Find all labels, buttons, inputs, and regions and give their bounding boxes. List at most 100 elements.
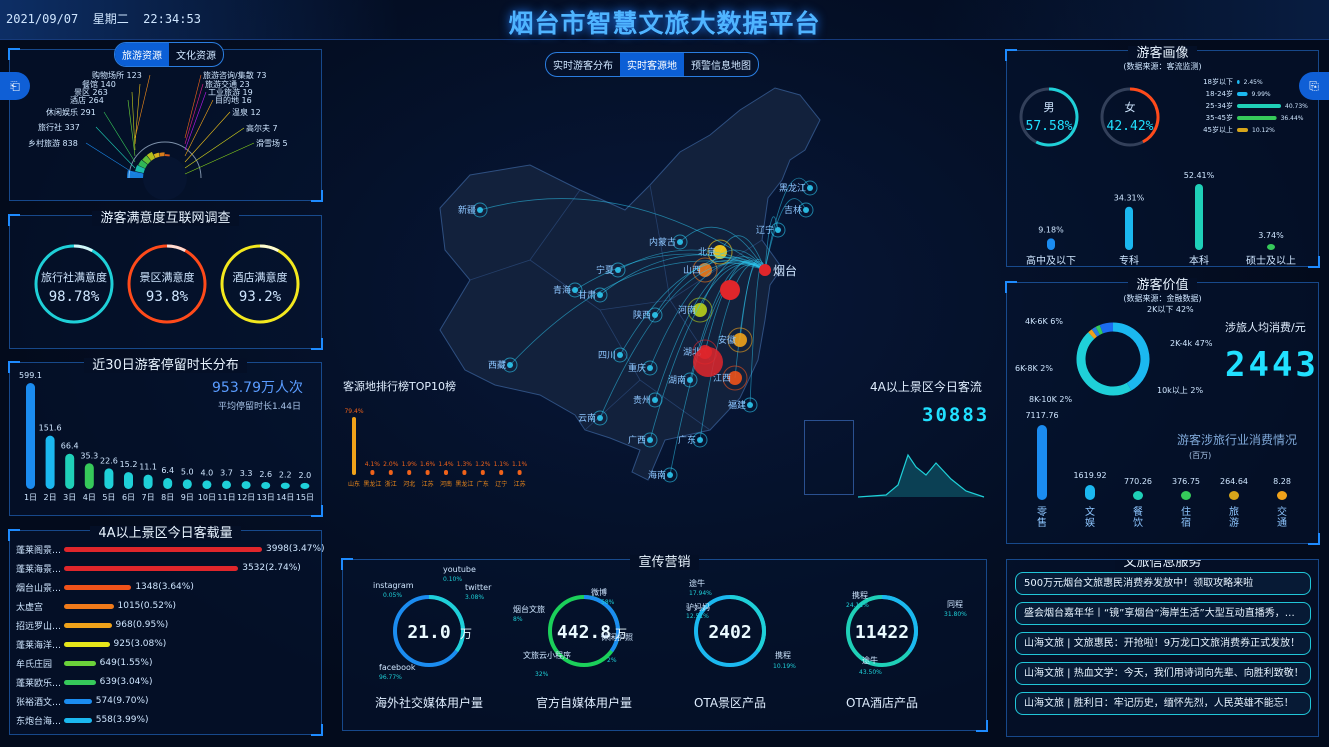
marketing-label: twitter bbox=[465, 583, 492, 592]
edu-label: 本科 bbox=[1189, 254, 1209, 267]
resource-leader bbox=[184, 142, 255, 175]
spend-label: 文 bbox=[1085, 505, 1095, 518]
stay-day: 13日 bbox=[257, 493, 275, 502]
marketing-label: 96.77% bbox=[379, 674, 402, 681]
tab-realtime-source[interactable]: 实时客源地 bbox=[620, 53, 684, 76]
news-item[interactable]: 山海文旅 | 文旅惠民：开抢啦！9万龙口文旅消费券正式发放！ bbox=[1015, 632, 1311, 655]
province-label: 云南 bbox=[578, 412, 596, 424]
spend-label: 零 bbox=[1037, 506, 1047, 518]
resource-leader bbox=[184, 91, 207, 151]
capacity-row[interactable]: 张裕酒文… 574(9.70%) bbox=[16, 693, 149, 709]
capacity-row[interactable]: 牟氏庄园 649(1.55%) bbox=[16, 655, 152, 671]
resource-leader bbox=[134, 74, 151, 139]
age-bar bbox=[1237, 80, 1240, 84]
province-label: 广西 bbox=[628, 434, 646, 446]
source-ring bbox=[798, 202, 814, 218]
marketing-label: 携程 bbox=[775, 650, 791, 660]
marketing-label: 32% bbox=[535, 671, 549, 678]
stay-panel: 近30日游客停留时长分布 953.79万人次 平均停留时长1.44日 599.1… bbox=[8, 358, 323, 517]
marketing-title: 宣传营销 bbox=[630, 555, 699, 570]
capacity-row[interactable]: 太虚宫 1015(0.52%) bbox=[16, 598, 176, 614]
capacity-row[interactable]: 蓬莱海洋… 925(3.08%) bbox=[16, 636, 166, 652]
edu-value: 3.74% bbox=[1258, 231, 1284, 240]
source-ring bbox=[722, 365, 748, 391]
province-label: 山西 bbox=[683, 265, 701, 276]
edu-value: 9.18% bbox=[1038, 225, 1064, 234]
marketing-label: 0.05% bbox=[383, 592, 402, 599]
source-dot bbox=[733, 333, 747, 347]
capacity-row[interactable]: 蓬莱海景… 3532(2.74%) bbox=[16, 560, 301, 576]
source-dot bbox=[647, 437, 653, 443]
marketing-label: 2% bbox=[607, 657, 617, 664]
news-panel: 文旅信息服务 500万元烟台文旅惠民消费券发放中！领取攻略来啦 盛会烟台嘉年华丨“… bbox=[1006, 559, 1319, 737]
collapse-right-icon[interactable]: ⎘ bbox=[1299, 72, 1329, 100]
capacity-bar bbox=[64, 698, 92, 704]
marketing-label: 携程 bbox=[852, 590, 868, 600]
news-item[interactable]: 山海文旅 | 胜利日：牢记历史，缅怀先烈，人民英雄不能忘！ bbox=[1015, 692, 1311, 715]
flow-line bbox=[764, 177, 811, 271]
source-ring bbox=[707, 239, 733, 265]
source-dot bbox=[667, 472, 673, 478]
resource-leader bbox=[134, 83, 141, 145]
source-ring bbox=[592, 410, 608, 426]
rank-name: 浙江 bbox=[385, 480, 397, 488]
news-item[interactable]: 500万元烟台文旅惠民消费券发放中！领取攻略来啦 bbox=[1015, 572, 1311, 595]
resource-leader bbox=[127, 99, 136, 157]
gender-label: 女 bbox=[1125, 100, 1136, 114]
rank-name: 江苏 bbox=[514, 480, 526, 488]
capacity-name: 蓬莱海洋… bbox=[16, 640, 62, 651]
source-dot bbox=[747, 402, 753, 408]
capacity-row[interactable]: 蓬莱阁景… 3998(3.47%) bbox=[16, 541, 325, 557]
capacity-panel: 4A以上景区今日客载量 蓬莱阁景… 3998(3.47%) 蓬莱海景… 3532(2.… bbox=[8, 526, 325, 736]
tab-tourism-resources[interactable]: 旅游资源 bbox=[115, 43, 169, 66]
stay-day: 5日 bbox=[102, 493, 115, 502]
capacity-row[interactable]: 烟台山景… 1348(3.64%) bbox=[16, 579, 194, 595]
province-label: 宁夏 bbox=[596, 264, 614, 276]
source-ring bbox=[727, 327, 753, 353]
marketing-label: 途牛 bbox=[689, 578, 705, 588]
spend-bar bbox=[1133, 491, 1143, 500]
flow-line bbox=[479, 198, 766, 271]
source-ring bbox=[742, 397, 758, 413]
province-label: 河南 bbox=[678, 304, 696, 316]
satisfaction-value: 93.8% bbox=[146, 289, 189, 305]
stay-day: 15日 bbox=[296, 493, 314, 502]
resource-label-right-1: 旅游交通 23 bbox=[205, 79, 250, 89]
tab-alert-map[interactable]: 预警信息地图 bbox=[691, 61, 751, 72]
capacity-value: 574(9.70%) bbox=[95, 696, 149, 706]
capacity-row[interactable]: 蓬莱欧乐… 639(3.04%) bbox=[16, 674, 152, 690]
province-label: 辽宁 bbox=[756, 224, 774, 236]
source-dot bbox=[507, 362, 513, 368]
tab-culture-resources[interactable]: 文化资源 bbox=[176, 51, 216, 62]
portrait-charts: 男 57.58% 女 42.42% 18岁以下 2.45% 18-24岁 9.99% 25-34… bbox=[1019, 77, 1308, 267]
value-charts: 2K以下 42% 2K-4k 47% 10k以上 2% 8K-10K 2% 6K-8K … bbox=[1015, 305, 1291, 529]
stay-value: 35.3 bbox=[80, 451, 98, 460]
province-label: 江西 bbox=[713, 373, 731, 384]
collapse-left-icon[interactable]: ⎗ bbox=[0, 72, 30, 100]
stay-value: 5.0 bbox=[181, 467, 194, 476]
tab-realtime-distribution[interactable]: 实时游客分布 bbox=[553, 61, 613, 72]
rank-pct: 1.2% bbox=[475, 461, 491, 468]
value-panel: 游客价值 (数据来源：金融数据) 涉旅人均消费/元 2443 游客涉旅行业消费情… bbox=[1005, 278, 1320, 545]
gender-value: 57.58% bbox=[1026, 119, 1073, 134]
stay-value: 2.6 bbox=[259, 470, 272, 479]
flow-line bbox=[654, 256, 766, 316]
capacity-row[interactable]: 招远罗山… 968(0.95%) bbox=[16, 617, 168, 633]
rank-name: 黑龙江 bbox=[455, 480, 473, 488]
stay-bar bbox=[300, 482, 310, 489]
source-ring bbox=[502, 357, 518, 373]
capacity-row[interactable]: 东炮台海… 558(3.99%) bbox=[16, 712, 149, 728]
marketing-label: instagram bbox=[373, 581, 414, 590]
spend-label: 通 bbox=[1277, 517, 1287, 529]
spend-label: 娱 bbox=[1085, 516, 1095, 529]
resource-label-4: 休闲娱乐 291 bbox=[46, 107, 96, 117]
capacity-name: 张裕酒文… bbox=[16, 697, 62, 708]
spend-label: 宿 bbox=[1181, 516, 1191, 529]
news-item[interactable]: 山海文旅 | 热血文学：今天，我们用诗词向先辈、向胜利致敬！ bbox=[1015, 662, 1311, 685]
stay-total: 953.79万人次 bbox=[212, 380, 303, 396]
capacity-name: 太虚宫 bbox=[16, 602, 44, 613]
satisfaction-value: 93.2% bbox=[239, 289, 282, 305]
spend-value: 8.28 bbox=[1273, 477, 1291, 486]
news-item[interactable]: 盛会烟台嘉年华丨“镜”享烟台“海岸生活”大型互动直播秀，… bbox=[1015, 602, 1311, 625]
